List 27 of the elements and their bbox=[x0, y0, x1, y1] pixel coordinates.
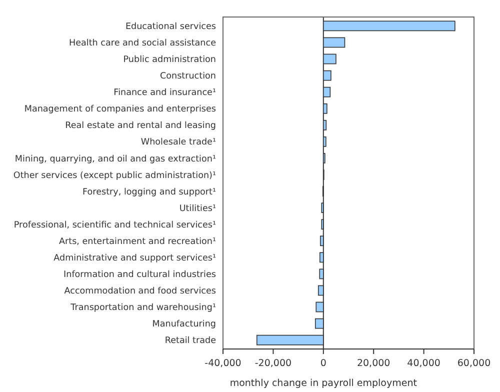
y-tick-label: Wholesale trade¹ bbox=[140, 138, 216, 148]
y-tick-label: Administrative and support services¹ bbox=[54, 253, 216, 264]
y-tick-label: Mining, quarrying, and oil and gas extraction¹ bbox=[14, 154, 216, 164]
y-tick-label: Professional, scientific and technical services¹ bbox=[14, 220, 216, 230]
y-tick-label: Construction bbox=[160, 72, 216, 82]
y-tick-label: Other services (except public administration)¹ bbox=[13, 170, 216, 181]
x-tick-label: 60,000 bbox=[457, 358, 491, 369]
x-tick-label: 40,000 bbox=[407, 358, 440, 369]
y-tick-label: Management of companies and enterprises bbox=[24, 104, 216, 115]
y-tick-label: Educational services bbox=[125, 22, 216, 32]
x-tick-label: -40,000 bbox=[204, 358, 242, 369]
x-tick-label: -20,000 bbox=[254, 358, 292, 369]
y-tick-label: Arts, entertainment and recreation¹ bbox=[58, 236, 216, 247]
x-tick-label: 0 bbox=[320, 358, 326, 369]
y-tick-label: Public administration bbox=[123, 55, 216, 66]
y-tick-label: Forestry, logging and support¹ bbox=[82, 187, 216, 198]
y-tick-label: Utilities¹ bbox=[179, 204, 216, 214]
y-tick-label: Retail trade bbox=[164, 336, 216, 346]
y-tick-label: Transportation and warehousing¹ bbox=[70, 303, 216, 314]
y-tick-label: Health care and social assistance bbox=[68, 38, 216, 49]
x-tick-label: 20,000 bbox=[356, 358, 390, 369]
y-tick-label: Manufacturing bbox=[152, 320, 216, 330]
y-tick-label: Finance and insurance¹ bbox=[114, 88, 216, 98]
x-axis-title: monthly change in payroll employment bbox=[230, 378, 418, 389]
y-tick-label: Information and cultural industries bbox=[64, 270, 216, 280]
y-tick-label: Accommodation and food services bbox=[64, 286, 216, 297]
y-tick-label: Real estate and rental and leasing bbox=[65, 121, 216, 132]
